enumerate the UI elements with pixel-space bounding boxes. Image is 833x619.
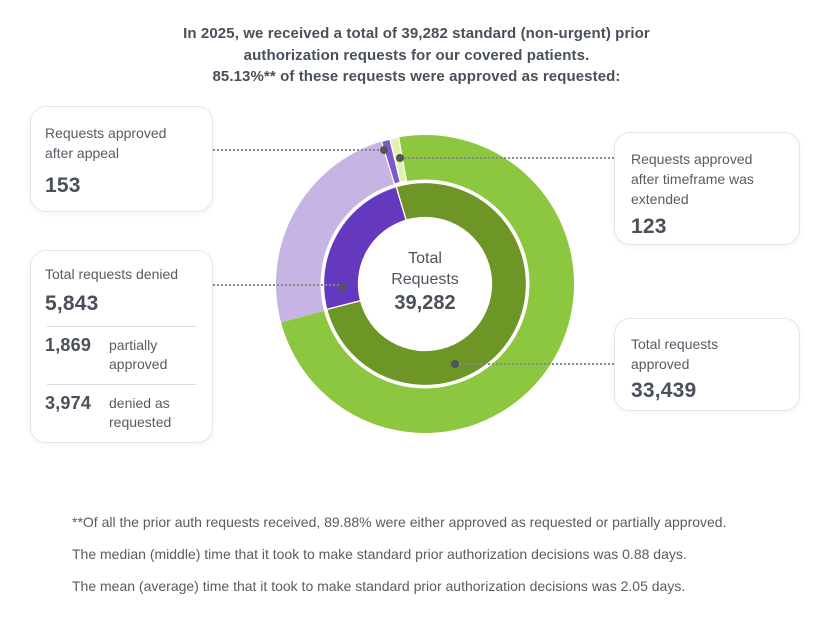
- title-line-2: authorization requests for our covered p…: [243, 46, 590, 64]
- callout-appeal: Requests approved after appeal 153: [30, 106, 213, 212]
- callout-timeframe-label: Requests approved after timeframe was ex…: [631, 151, 754, 207]
- callout-approved-label: Total requests approved: [631, 336, 719, 372]
- denied-as-requested-label: denied as requested: [109, 395, 172, 430]
- donut-center-value: 39,282: [394, 292, 456, 314]
- donut-segment-inner-denied: [322, 186, 407, 311]
- connector-appeal-line: [213, 149, 383, 151]
- connector-denied-line: [213, 284, 339, 286]
- denied-breakdown-row-partial: 1,869 partially approved: [45, 336, 198, 374]
- callout-denied-value: 5,843: [45, 292, 99, 315]
- connector-approved-line: [459, 363, 614, 365]
- donut-chart: [276, 134, 575, 433]
- callout-denied-label: Total requests denied: [45, 266, 179, 282]
- donut-segment-outer-denied: [276, 141, 395, 323]
- page-title: In 2025, we received a total of 39,282 s…: [0, 23, 833, 88]
- donut-segment-inner-approved: [326, 181, 528, 387]
- denied-breakdown-row-denied: 3,974 denied as requested: [45, 394, 198, 432]
- connector-timeframe-dot: [396, 154, 404, 162]
- connector-timeframe-line: [404, 157, 614, 159]
- connector-appeal-dot: [380, 146, 388, 154]
- footnote-median-days: The median (middle) time that it took to…: [72, 546, 687, 562]
- title-line-3: 85.13%** of these requests were approved…: [212, 68, 621, 85]
- callout-appeal-value: 153: [45, 174, 81, 197]
- callout-denied: Total requests denied 5,843 1,869 partia…: [30, 250, 213, 443]
- callout-approved-value: 33,439: [631, 379, 697, 402]
- callout-timeframe: Requests approved after timeframe was ex…: [614, 132, 800, 245]
- footnote-approval-rate: **Of all the prior auth requests receive…: [72, 514, 727, 530]
- partial-approved-value: 1,869: [45, 335, 92, 355]
- connector-approved-dot: [451, 360, 459, 368]
- divider: [47, 326, 196, 327]
- callout-appeal-label: Requests approved after appeal: [45, 125, 167, 161]
- footnotes: **Of all the prior auth requests receive…: [72, 514, 792, 610]
- denied-as-requested-value: 3,974: [45, 393, 92, 413]
- callout-approved: Total requests approved 33,439: [614, 318, 800, 411]
- partial-approved-label: partially approved: [109, 337, 168, 372]
- donut-center-text-1: Total: [408, 250, 442, 267]
- divider: [47, 384, 196, 385]
- title-line-1: In 2025, we received a total of 39,282 s…: [183, 25, 650, 42]
- footnote-mean-days: The mean (average) time that it took to …: [72, 578, 686, 594]
- donut-center-label: Total Requests 39,282: [345, 248, 505, 316]
- donut-center-text-2: Requests: [391, 271, 459, 288]
- donut-segment-outer-approved: [281, 134, 575, 433]
- callout-timeframe-value: 123: [631, 215, 667, 238]
- connector-denied-dot: [338, 283, 346, 291]
